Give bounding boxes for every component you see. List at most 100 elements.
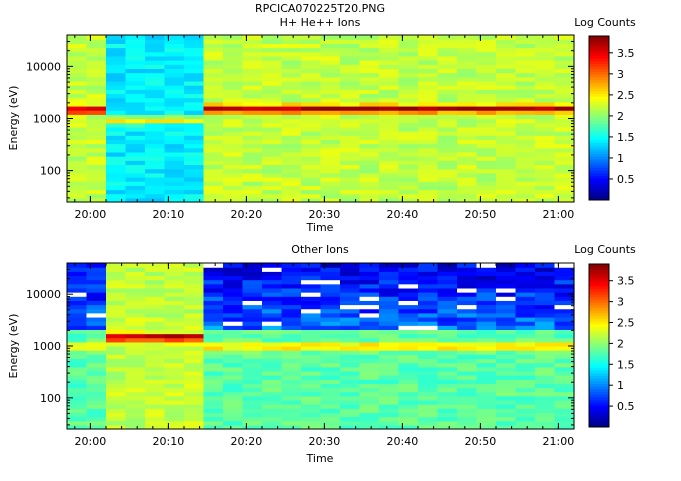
heatmap-cell (281, 164, 302, 170)
heatmap-cell (86, 362, 107, 368)
heatmap-cell (418, 271, 439, 277)
colorbar-swatch (589, 399, 609, 404)
heatmap-cell (437, 60, 458, 65)
heatmap-cell (554, 160, 575, 166)
heatmap-cell (223, 296, 244, 301)
heatmap-cell (535, 383, 556, 389)
heatmap-cell (340, 105, 361, 111)
heatmap-cell (145, 267, 166, 272)
heatmap-cell (437, 379, 458, 384)
heatmap-cell (359, 333, 380, 339)
heatmap-cell (496, 408, 517, 413)
heatmap-cell (320, 412, 341, 418)
heatmap-cell (184, 271, 205, 277)
heatmap-cell (398, 275, 419, 281)
heatmap-cell (301, 164, 322, 170)
heatmap-cell (535, 35, 556, 40)
heatmap-cell (262, 72, 283, 78)
heatmap-cell (320, 287, 341, 293)
heatmap-cell (398, 292, 419, 297)
heatmap-cell (125, 156, 146, 161)
heatmap-cell (437, 395, 458, 401)
heatmap-cell (242, 283, 263, 289)
heatmap-cell (320, 197, 341, 203)
heatmap-cell (242, 420, 263, 426)
heatmap-cell (67, 97, 88, 103)
heatmap-cell (359, 321, 380, 326)
heatmap-cell (145, 279, 166, 285)
heatmap-cell (86, 110, 107, 115)
heatmap-cell (106, 35, 127, 40)
heatmap-cell (301, 346, 322, 351)
heatmap-cell (262, 408, 283, 413)
heatmap-cell (496, 424, 517, 430)
heatmap-cell (379, 366, 400, 372)
heatmap-cell (398, 172, 419, 178)
heatmap-cell (535, 292, 556, 297)
heatmap-cell (476, 308, 497, 314)
colorbar-tick-label: 1 (617, 379, 624, 392)
heatmap-cell (106, 118, 127, 124)
heatmap-cell (437, 110, 458, 115)
heatmap-cell (281, 420, 302, 426)
heatmap-cell (223, 72, 244, 78)
heatmap-cell (515, 287, 536, 293)
x-tick-label: 20:00 (75, 435, 107, 448)
heatmap-cell (164, 80, 185, 86)
colorbar-swatch (589, 304, 609, 308)
heatmap-cell (320, 346, 341, 351)
heatmap-cell (379, 321, 400, 326)
heatmap-cell (320, 60, 341, 65)
heatmap-cell (145, 51, 166, 57)
heatmap-cell (535, 126, 556, 132)
colorbar-swatch (589, 82, 609, 86)
heatmap-cell (418, 267, 439, 272)
heatmap-cell (145, 416, 166, 422)
heatmap-cell (281, 143, 302, 149)
heatmap-cell (379, 126, 400, 132)
heatmap-cell (301, 267, 322, 272)
heatmap-cell (457, 375, 478, 380)
heatmap-cell (281, 126, 302, 132)
heatmap-cell (437, 72, 458, 78)
heatmap-cell (496, 43, 517, 49)
heatmap-cell (535, 375, 556, 380)
heatmap-cell (476, 185, 497, 191)
heatmap-cell (457, 287, 478, 293)
heatmap-cell (223, 76, 244, 82)
heatmap-cell (203, 97, 224, 103)
heatmap-cell (184, 267, 205, 272)
heatmap-cell (320, 135, 341, 140)
heatmap-cell (145, 151, 166, 157)
heatmap-cell (535, 321, 556, 326)
heatmap-cell (242, 366, 263, 372)
heatmap-cell (125, 93, 146, 99)
heatmap-cell (184, 379, 205, 384)
heatmap-cell (164, 139, 185, 145)
heatmap-cell (242, 399, 263, 405)
heatmap-cell (281, 404, 302, 409)
heatmap-cell (437, 263, 458, 268)
heatmap-cell (125, 333, 146, 339)
heatmap-cell (379, 271, 400, 277)
heatmap-cell (437, 404, 458, 409)
heatmap-cell (320, 341, 341, 347)
colorbar-tick-label: 1.5 (617, 358, 635, 371)
heatmap-cell (340, 172, 361, 178)
heatmap-cell (379, 304, 400, 310)
heatmap-cell (476, 105, 497, 111)
heatmap-cell (340, 35, 361, 40)
heatmap-cell (301, 168, 322, 174)
heatmap-cell (223, 39, 244, 44)
heatmap-cell (86, 172, 107, 178)
heatmap-cell (398, 181, 419, 186)
heatmap-cell (242, 97, 263, 103)
heatmap-cell (457, 275, 478, 281)
heatmap-cell (515, 39, 536, 44)
heatmap-cell (515, 337, 536, 343)
heatmap-cell (476, 168, 497, 174)
heatmap-cell (242, 85, 263, 90)
colorbar-tick-label: 1.5 (617, 131, 635, 144)
heatmap-cell (398, 55, 419, 61)
heatmap-cell (203, 139, 224, 145)
